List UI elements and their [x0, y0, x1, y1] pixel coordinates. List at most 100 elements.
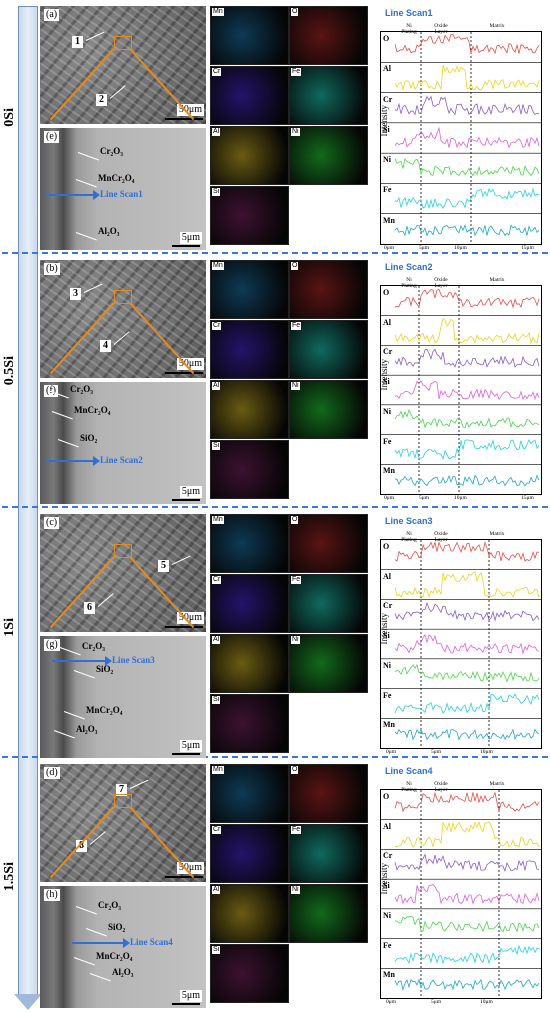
eds-map-si: Si	[210, 944, 289, 1003]
phase-label-cr2o3: Cr₂O₃	[98, 900, 121, 910]
line-scan-region-header: Matrix	[489, 23, 505, 29]
trace-si	[394, 379, 540, 401]
trace-mn	[394, 223, 540, 237]
feature-marker: 8	[76, 840, 87, 852]
zoom-region-box	[114, 544, 132, 558]
eds-map-cr: Cr	[210, 320, 289, 379]
si-content-arrow	[18, 6, 38, 996]
feature-arrow	[97, 593, 114, 607]
line-scan-plot	[380, 285, 542, 495]
line-scan-arrow	[52, 656, 112, 666]
panel-letter: (e)	[44, 131, 60, 143]
x-tick-label: 0μm	[386, 749, 396, 755]
line-scan-arrow	[46, 456, 100, 466]
eds-element-label: Si	[212, 946, 221, 954]
element-label-ni: Ni	[383, 660, 391, 670]
eds-map-ni: Ni	[289, 380, 368, 439]
panel-letter: (c)	[44, 517, 60, 529]
eds-element-label: Si	[212, 442, 221, 450]
line-scan-label: Line Scan1	[100, 189, 143, 199]
line-scan-region-header: Matrix	[489, 531, 505, 537]
scale-bar-label: 5μm	[179, 232, 202, 244]
element-label-o: O	[383, 288, 390, 297]
eds-map-mn: Mn	[210, 6, 289, 65]
trace-o	[394, 34, 540, 55]
scale-bar	[165, 118, 203, 120]
line-scan-region-header: Oxide Layer	[434, 531, 448, 543]
feature-marker: 7	[116, 784, 127, 796]
phase-arrow	[77, 152, 99, 161]
eds-element-label: Ni	[291, 128, 300, 136]
feature-marker: 3	[70, 288, 81, 300]
feature-arrow	[113, 331, 130, 345]
x-tick-label: 0μm	[384, 495, 394, 501]
line-scan-traces	[381, 790, 541, 998]
eds-map-al: Al	[210, 884, 289, 943]
group-label-15si: 1.5Si	[2, 862, 17, 892]
x-tick-label: 5μm	[419, 245, 429, 251]
scale-bar-label: 5μm	[179, 990, 202, 1002]
phase-arrow	[75, 179, 97, 188]
phase-arrow	[85, 928, 107, 937]
panel-letter: (h)	[44, 889, 60, 901]
phase-arrow	[63, 711, 85, 720]
trace-si	[394, 633, 540, 655]
trace-mn	[394, 474, 540, 487]
eds-map-o: O	[289, 764, 368, 823]
trace-cr	[394, 95, 540, 116]
scale-bar-label: 5μm	[179, 740, 202, 752]
trace-fe	[394, 944, 540, 965]
feature-arrow	[83, 283, 103, 293]
phase-label-al2o3: Al₂O₃	[112, 967, 134, 977]
group-divider	[2, 506, 548, 508]
line-scan-plot	[380, 789, 542, 999]
trace-ni	[394, 409, 540, 429]
phase-label-cr2o3: Cr₂O₃	[82, 641, 105, 651]
element-label-fe: Fe	[383, 185, 392, 195]
x-tick-label: 10μm	[480, 749, 493, 755]
element-label-mn: Mn	[383, 215, 395, 225]
eds-map-cr: Cr	[210, 66, 289, 125]
element-label-mn: Mn	[383, 720, 395, 730]
line-scan-region-header: Oxide Layer	[434, 277, 448, 289]
eds-element-label: Ni	[291, 636, 300, 644]
trace-al	[394, 571, 540, 599]
eds-element-label: Cr	[212, 826, 222, 834]
phase-label-al2o3: Al₂O₃	[98, 226, 120, 236]
eds-map-cr: Cr	[210, 574, 289, 633]
group-label-1si: 1Si	[2, 618, 17, 637]
phase-arrow	[53, 730, 75, 739]
eds-element-label: Al	[212, 636, 221, 644]
panel-letter: (g)	[44, 639, 60, 651]
cross-section-image: (f)5μmCr₂O₃MnCr₂O₄SiO₂Al₂O₃Line Scan2	[40, 382, 206, 504]
eds-map-o: O	[289, 260, 368, 319]
trace-fe	[394, 438, 540, 461]
cross-section-image: (h) 5μm Cr₂O₃ SiO₂ MnCr₂O₄ Al₂O₃ Line Scan4	[40, 886, 206, 1008]
element-label-o: O	[383, 792, 390, 801]
line-scan-title: Line Scan3	[385, 516, 433, 526]
line-scan-region-header: Ni Plating	[401, 531, 417, 543]
phase-arrow	[75, 906, 97, 915]
x-tick-label: 0μm	[386, 999, 396, 1005]
phase-label-sio2: SiO₂	[108, 922, 126, 932]
phase-arrow	[73, 670, 95, 679]
trace-al	[394, 64, 540, 92]
zoom-region-box	[114, 794, 132, 808]
x-tick-label: 5μm	[431, 999, 441, 1005]
eds-map-mn: Mn	[210, 764, 289, 823]
line-scan-region-header: Oxide Layer	[434, 781, 448, 793]
eds-map-si: Si	[210, 694, 289, 753]
eds-element-label: O	[291, 8, 299, 16]
element-label-fe: Fe	[383, 940, 392, 950]
trace-mn	[394, 728, 540, 741]
element-label-cr: Cr	[383, 94, 393, 104]
trace-cr	[394, 348, 540, 368]
feature-arrow	[109, 85, 126, 99]
x-tick-label: 5μm	[431, 749, 441, 755]
feature-marker: 1	[72, 36, 83, 48]
trace-fe	[394, 187, 540, 209]
phase-label-al2o3: Al₂O₃	[76, 724, 98, 734]
feature-arrow	[171, 555, 191, 565]
trace-ni	[394, 663, 540, 683]
element-label-si: Si	[383, 377, 390, 387]
